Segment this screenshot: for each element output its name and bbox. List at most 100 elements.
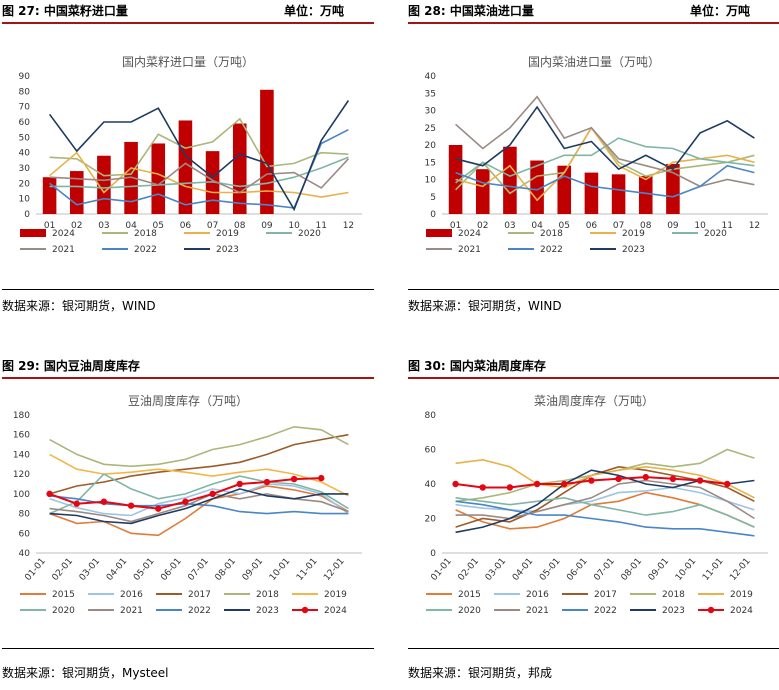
x-tick-label: 06 [180, 221, 192, 231]
y-tick-label: 30 [19, 164, 31, 174]
x-tick-label: 04 [531, 221, 543, 231]
y-tick-label: 20 [425, 515, 437, 525]
y-tick-label: 15 [425, 158, 436, 168]
legend-label: 2018 [134, 229, 157, 239]
series-point [642, 473, 649, 481]
legend-label: 2021 [526, 606, 549, 616]
y-tick-label: 40 [425, 480, 437, 490]
bar [475, 169, 490, 214]
y-tick-label: 140 [13, 450, 30, 460]
series-line [49, 453, 349, 497]
x-tick-label: 09-01 [241, 557, 265, 583]
series-line [49, 425, 349, 468]
y-tick-label: 120 [13, 470, 30, 480]
bar [178, 120, 193, 214]
series-line [455, 479, 755, 520]
figure-header: 图 30: 国内菜油周度库存 [408, 355, 779, 379]
x-tick-label: 04 [125, 221, 137, 231]
figure-number: 图 29: [2, 359, 40, 373]
legend-label: 2020 [52, 606, 75, 616]
series-line [49, 433, 349, 495]
y-tick-label: 40 [425, 72, 437, 82]
y-tick-label: 30 [425, 107, 437, 117]
y-tick-label: 80 [19, 510, 31, 520]
legend-label: 2024 [52, 229, 75, 239]
legend-label: 2021 [120, 606, 143, 616]
x-tick-label: 09 [667, 221, 679, 231]
legend-label: 2024 [458, 229, 481, 239]
y-tick-label: 90 [19, 72, 31, 82]
figure-header: 图 29: 国内豆油周度库存 [2, 355, 374, 379]
legend-label: 2018 [662, 590, 685, 600]
x-tick-label: 08-01 [620, 557, 644, 583]
divider [2, 289, 374, 290]
y-tick-label: 60 [19, 529, 31, 539]
y-tick-label: 35 [425, 89, 436, 99]
figure-title: 国内菜油周度库存 [449, 359, 546, 373]
y-tick-label: 60 [425, 446, 437, 456]
y-tick-label: 80 [425, 411, 437, 421]
x-tick-label: 09-01 [647, 557, 671, 583]
series-line [455, 496, 755, 528]
x-tick-label: 04-01 [105, 557, 129, 583]
bar [638, 176, 653, 214]
bar [666, 163, 680, 214]
series-line [455, 105, 755, 171]
series-line [49, 151, 349, 198]
legend-label: 2021 [52, 245, 75, 255]
legend-label: 2019 [324, 590, 347, 600]
legend-label: 2016 [526, 590, 549, 600]
x-tick-label: 11 [316, 221, 327, 231]
figure-title: 国内豆油周度库存 [43, 359, 140, 373]
x-tick-label: 05-01 [132, 557, 156, 583]
data-source: 数据来源：银河期货，WIND [408, 299, 562, 313]
legend-label: 2023 [622, 245, 645, 255]
figure-unit: 单位：万吨 [689, 4, 750, 18]
legend-swatch [426, 229, 452, 237]
legend-label: 2021 [458, 245, 481, 255]
series-point [182, 498, 189, 505]
x-tick-label: 08 [234, 221, 246, 231]
series-line [455, 164, 755, 198]
bar [611, 174, 626, 214]
series-point [506, 484, 514, 491]
y-tick-label: 160 [13, 431, 30, 441]
legend-label: 2023 [662, 606, 685, 616]
x-tick-label: 12-01 [322, 557, 346, 583]
series-line [49, 158, 349, 194]
x-tick-label: 08 [640, 221, 652, 231]
x-tick-label: 06 [586, 221, 598, 231]
bar [530, 160, 544, 214]
x-tick-label: 07-01 [592, 557, 616, 583]
figure-number: 图 28: [408, 4, 446, 18]
divider [408, 289, 779, 290]
series-point [127, 502, 135, 509]
x-tick-label: 09 [261, 221, 273, 231]
x-tick-label: 05 [153, 221, 164, 231]
y-tick-label: 50 [19, 133, 31, 143]
legend-label: 2024 [324, 606, 347, 616]
legend-label: 2022 [134, 245, 157, 255]
bar [69, 171, 84, 214]
chart-title: 豆油周度库存（万吨） [128, 393, 248, 408]
legend-label: 2019 [216, 229, 239, 239]
panel-fig29: 图 29: 国内豆油周度库存 豆油周度库存（万吨） 40 60 80 100 120 140… [2, 355, 374, 690]
legend-label: 2020 [458, 606, 481, 616]
series-point [588, 477, 595, 484]
legend-swatch [20, 229, 46, 237]
bar [584, 172, 599, 214]
y-tick-label: 20 [19, 179, 31, 189]
x-tick-label: 10 [694, 221, 706, 231]
y-tick-label: 25 [425, 124, 436, 134]
series-point [318, 474, 325, 482]
x-tick-label: 08-01 [214, 557, 238, 583]
legend-label: 2022 [540, 245, 563, 255]
series-line [455, 500, 755, 537]
figure-unit: 单位：万吨 [283, 4, 344, 18]
legend-label: 2023 [216, 245, 239, 255]
x-tick-label: 07-01 [186, 557, 210, 583]
x-tick-label: 07 [613, 221, 624, 231]
chart-soyoil-weekly-stock: 豆油周度库存（万吨） 40 60 80 100 120 140 160 180 01-01 02-0… [13, 393, 362, 616]
legend-label: 2020 [704, 229, 727, 239]
